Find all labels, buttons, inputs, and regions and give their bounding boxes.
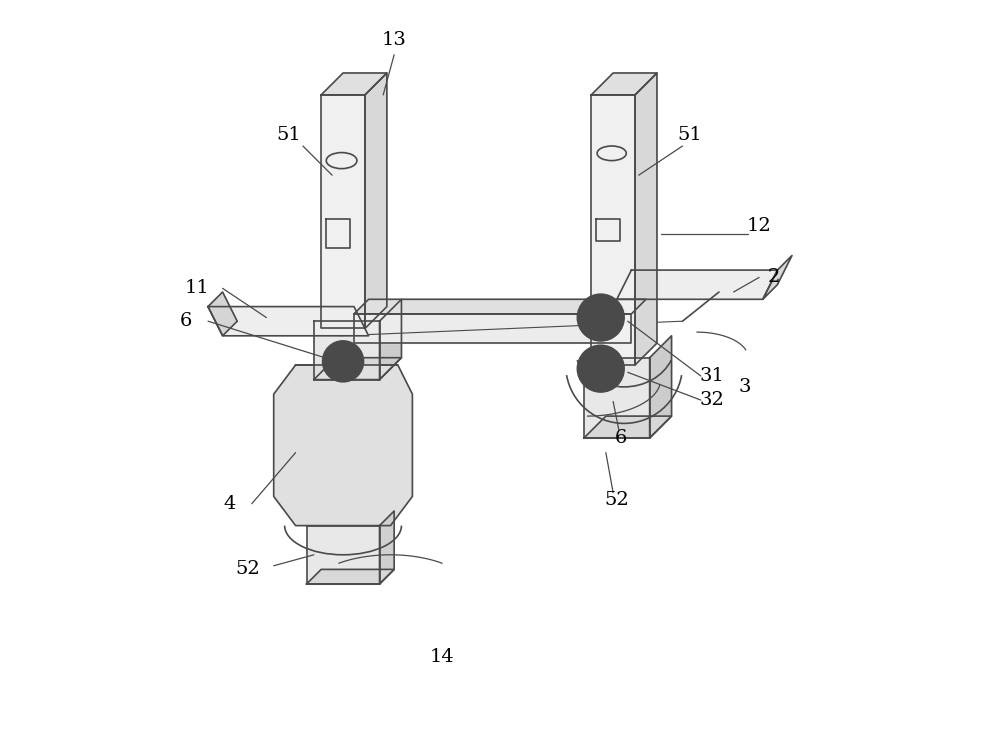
Text: 52: 52	[604, 491, 629, 509]
Text: 51: 51	[677, 126, 702, 144]
Polygon shape	[321, 95, 365, 328]
Text: 3: 3	[738, 378, 751, 396]
Text: 6: 6	[180, 312, 192, 330]
Polygon shape	[617, 270, 777, 299]
Circle shape	[585, 302, 616, 333]
Circle shape	[337, 356, 349, 367]
Text: 4: 4	[224, 495, 236, 512]
Polygon shape	[274, 365, 412, 526]
Text: 11: 11	[185, 280, 209, 297]
Polygon shape	[584, 416, 672, 438]
Circle shape	[330, 348, 356, 374]
Text: 31: 31	[699, 367, 724, 385]
Polygon shape	[591, 73, 657, 95]
Polygon shape	[365, 73, 387, 328]
Polygon shape	[208, 292, 237, 336]
Polygon shape	[650, 336, 672, 438]
Polygon shape	[635, 73, 657, 365]
Circle shape	[577, 345, 624, 392]
Circle shape	[585, 353, 616, 384]
Polygon shape	[380, 299, 401, 380]
Text: 14: 14	[429, 648, 454, 666]
Polygon shape	[354, 299, 646, 314]
Polygon shape	[314, 358, 401, 380]
Polygon shape	[763, 255, 792, 299]
Polygon shape	[591, 95, 635, 365]
Polygon shape	[584, 358, 650, 438]
Polygon shape	[380, 511, 394, 584]
Text: 52: 52	[236, 561, 261, 578]
Polygon shape	[307, 569, 394, 584]
Text: 13: 13	[382, 31, 407, 49]
Text: 51: 51	[276, 126, 301, 144]
Circle shape	[323, 341, 363, 382]
Polygon shape	[321, 73, 387, 95]
Polygon shape	[307, 526, 380, 584]
Polygon shape	[314, 321, 380, 380]
Text: 32: 32	[699, 391, 724, 409]
Circle shape	[594, 311, 607, 324]
Text: 12: 12	[747, 218, 772, 235]
Circle shape	[577, 294, 624, 341]
Text: 6: 6	[614, 429, 627, 447]
Polygon shape	[354, 314, 631, 343]
Circle shape	[594, 362, 607, 375]
Polygon shape	[208, 307, 369, 336]
Text: 2: 2	[768, 269, 780, 286]
